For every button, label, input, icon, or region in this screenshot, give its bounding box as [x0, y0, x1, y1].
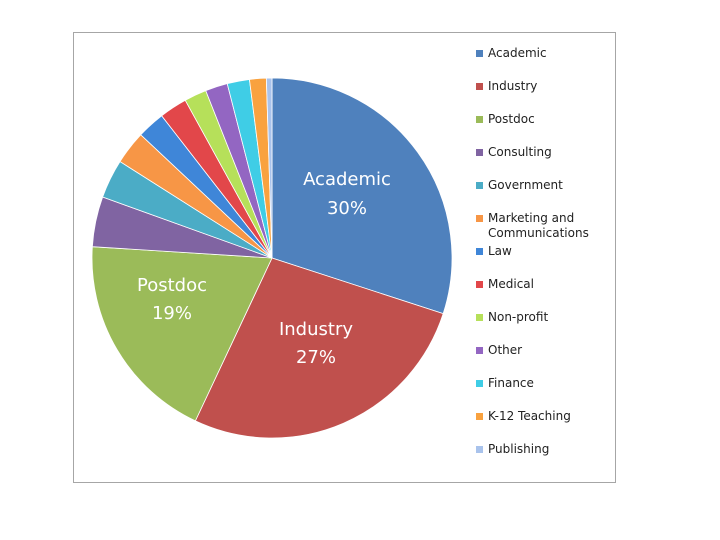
- legend-label: Law: [488, 244, 512, 258]
- legend-item: Postdoc: [476, 112, 606, 127]
- legend-item: Government: [476, 178, 606, 193]
- pie-slice: [194, 257, 444, 439]
- legend-item: K-12 Teaching: [476, 409, 606, 424]
- legend-swatch: [476, 446, 483, 453]
- legend-label: Finance: [488, 376, 534, 390]
- legend-swatch: [476, 248, 483, 255]
- legend-label: Government: [488, 178, 563, 192]
- pie-slice: [91, 246, 273, 422]
- legend-swatch: [476, 314, 483, 321]
- legend-swatch: [476, 149, 483, 156]
- legend-label: Marketing and Communications: [488, 211, 589, 240]
- pie-slice: [265, 77, 273, 259]
- legend-item: Publishing: [476, 442, 606, 457]
- legend-swatch: [476, 413, 483, 420]
- legend-item: Consulting: [476, 145, 606, 160]
- slice-category-label: Postdoc: [137, 275, 207, 296]
- legend-swatch: [476, 83, 483, 90]
- legend-item: Other: [476, 343, 606, 358]
- legend-label: Non-profit: [488, 310, 549, 324]
- legend-swatch: [476, 50, 483, 57]
- slice-category-label: Academic: [303, 169, 391, 190]
- legend-label: Publishing: [488, 442, 550, 456]
- legend-item: Law: [476, 244, 606, 259]
- legend-label: Other: [488, 343, 523, 357]
- legend-label: Postdoc: [488, 112, 535, 126]
- legend-item: Finance: [476, 376, 606, 391]
- slice-value-label: 30%: [327, 198, 367, 219]
- pie-slice: [271, 77, 453, 315]
- legend-label: Consulting: [488, 145, 552, 159]
- legend-label: Medical: [488, 277, 534, 291]
- slice-value-label: 27%: [296, 347, 336, 368]
- legend-swatch: [476, 380, 483, 387]
- legend-swatch: [476, 347, 483, 354]
- legend-swatch: [476, 116, 483, 123]
- legend-swatch: [476, 215, 483, 222]
- legend-label: K-12 Teaching: [488, 409, 571, 423]
- slice-category-label: Industry: [279, 319, 353, 340]
- legend-item: Industry: [476, 79, 606, 94]
- legend-item: Non-profit: [476, 310, 606, 325]
- legend-item: Marketing and Communications: [476, 211, 606, 241]
- legend-swatch: [476, 182, 483, 189]
- legend-swatch: [476, 281, 483, 288]
- slice-value-label: 19%: [152, 303, 192, 324]
- legend-item: Medical: [476, 277, 606, 292]
- legend-item: Academic: [476, 46, 606, 61]
- legend-label: Academic: [488, 46, 547, 60]
- legend-label: Industry: [488, 79, 538, 93]
- chart-frame: [73, 32, 616, 483]
